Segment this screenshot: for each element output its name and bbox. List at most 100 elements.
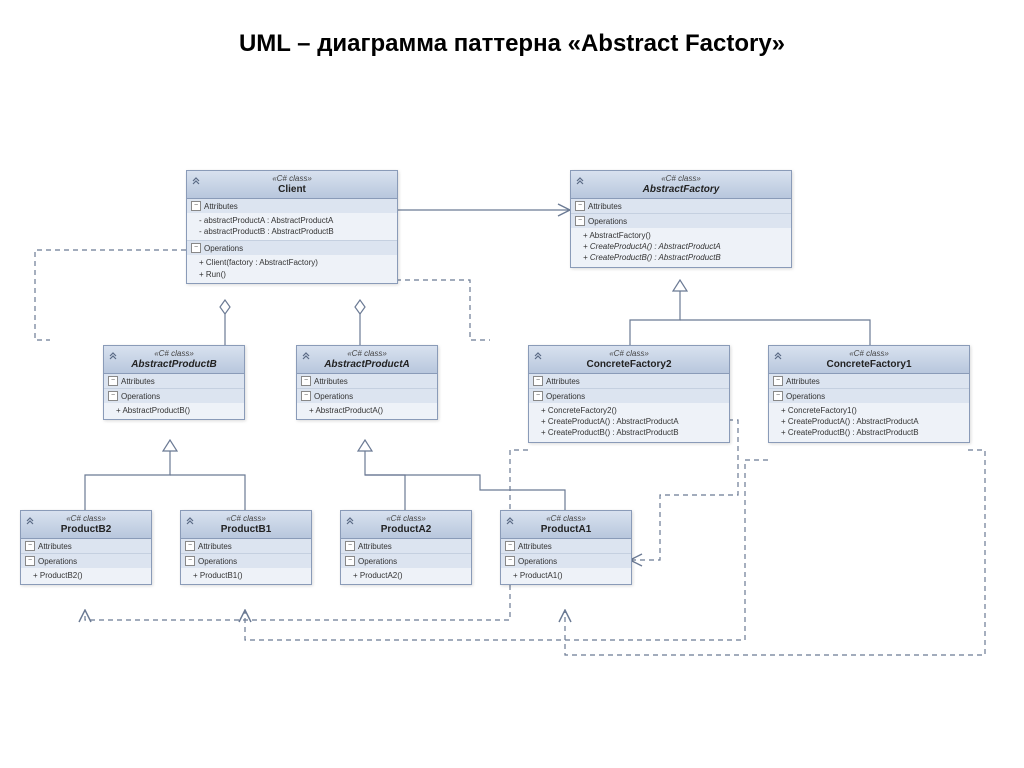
operations-section: −Operations+ ProductA2() [341, 554, 471, 584]
collapse-icon: − [191, 243, 201, 253]
operations-section: −Operations+ AbstractFactory()+ CreatePr… [571, 214, 791, 267]
section-label: Operations [518, 557, 557, 566]
section-label: Attributes [38, 542, 72, 551]
chevron-icon [505, 517, 515, 527]
section-label: Operations [588, 217, 627, 226]
uml-class-cf1: «C# class»ConcreteFactory1−Attributes−Op… [768, 345, 970, 443]
section-label: Operations [786, 392, 825, 401]
section-label: Attributes [518, 542, 552, 551]
operations-body: + ProductB2() [21, 568, 151, 584]
attributes-section: −Attributes [297, 374, 437, 389]
section-label: Attributes [358, 542, 392, 551]
attributes-section: −Attributes - abstractProductA : Abstract… [187, 199, 397, 241]
class-name: AbstractFactory [575, 183, 787, 195]
collapse-icon: − [533, 376, 543, 386]
uml-class-pa2: «C# class»ProductA2−Attributes−Operation… [340, 510, 472, 585]
uml-class-absFactory: «C# class»AbstractFactory−Attributes−Ope… [570, 170, 792, 268]
attributes-section: −Attributes [21, 539, 151, 554]
class-name: Client [191, 183, 393, 195]
operations-section: −Operations+ ProductB1() [181, 554, 311, 584]
stereotype-label: «C# class» [301, 349, 433, 358]
section-label: Operations [358, 557, 397, 566]
attributes-section: −Attributes [571, 199, 791, 214]
collapse-icon: − [301, 376, 311, 386]
stereotype-label: «C# class» [191, 174, 393, 183]
class-header: «C# class»AbstractProductA [297, 346, 437, 374]
operations-section: −Operations+ AbstractProductB() [104, 389, 244, 419]
class-header: «C# class»AbstractFactory [571, 171, 791, 199]
chevron-icon [108, 352, 118, 362]
chevron-icon [25, 517, 35, 527]
collapse-icon: − [185, 541, 195, 551]
operations-body: + AbstractProductB() [104, 403, 244, 419]
collapse-icon: − [505, 541, 515, 551]
operations-section: −Operations + ProductA1() [501, 554, 631, 584]
section-label: Attributes [204, 202, 238, 211]
stereotype-label: «C# class» [345, 514, 467, 523]
collapse-icon: − [505, 556, 515, 566]
collapse-icon: − [108, 376, 118, 386]
operations-body: + ProductA2() [341, 568, 471, 584]
stereotype-label: «C# class» [533, 349, 725, 358]
chevron-icon [345, 517, 355, 527]
stereotype-label: «C# class» [575, 174, 787, 183]
class-header: «C# class»ProductA1 [501, 511, 631, 539]
section-label: Attributes [786, 377, 820, 386]
attributes-section: −Attributes [529, 374, 729, 389]
uml-class-absProdA: «C# class»AbstractProductA−Attributes−Op… [296, 345, 438, 420]
operations-body: + AbstractFactory()+ CreateProductA() : … [571, 228, 791, 267]
class-header: «C# class»ConcreteFactory1 [769, 346, 969, 374]
class-name: ProductB1 [185, 523, 307, 535]
class-name: ProductA1 [505, 523, 627, 535]
uml-class-pb1: «C# class»ProductB1−Attributes−Operation… [180, 510, 312, 585]
class-header: «C# class»ProductB2 [21, 511, 151, 539]
uml-class-absProdB: «C# class»AbstractProductB−Attributes−Op… [103, 345, 245, 420]
collapse-icon: − [191, 201, 201, 211]
class-header: «C# class»ProductB1 [181, 511, 311, 539]
attributes-section: −Attributes [341, 539, 471, 554]
collapse-icon: − [345, 541, 355, 551]
collapse-icon: − [533, 391, 543, 401]
stereotype-label: «C# class» [505, 514, 627, 523]
collapse-icon: − [185, 556, 195, 566]
collapse-icon: − [25, 556, 35, 566]
operations-section: −Operations + Client(factory : AbstractFa… [187, 241, 397, 282]
section-label: Attributes [588, 202, 622, 211]
chevron-icon [773, 352, 783, 362]
section-label: Attributes [121, 377, 155, 386]
operations-body: + ConcreteFactory1()+ CreateProductA() :… [769, 403, 969, 442]
section-label: Attributes [546, 377, 580, 386]
class-name: ConcreteFactory2 [533, 358, 725, 370]
stereotype-label: «C# class» [185, 514, 307, 523]
chevron-icon [533, 352, 543, 362]
section-label: Operations [198, 557, 237, 566]
operations-body: + Client(factory : AbstractFactory)+ Run… [187, 255, 397, 282]
attributes-section: −Attributes [501, 539, 631, 554]
operations-body: + ProductA1() [501, 568, 631, 584]
uml-class-client: «C# class»Client−Attributes- abstractPro… [186, 170, 398, 284]
attributes-body: - abstractProductA : AbstractProductA- a… [187, 213, 397, 240]
page-title: UML – диаграмма паттерна «Abstract Facto… [0, 30, 1024, 58]
uml-class-cf2: «C# class»ConcreteFactory2−Attributes−Op… [528, 345, 730, 443]
section-label: Operations [38, 557, 77, 566]
uml-class-pb2: «C# class»ProductB2−Attributes−Operation… [20, 510, 152, 585]
section-label: Operations [204, 244, 243, 253]
collapse-icon: − [25, 541, 35, 551]
class-header: «C# class»Client [187, 171, 397, 199]
attributes-section: −Attributes [181, 539, 311, 554]
class-name: ProductA2 [345, 523, 467, 535]
section-label: Operations [121, 392, 160, 401]
class-header: «C# class»ConcreteFactory2 [529, 346, 729, 374]
operations-section: −Operations + ConcreteFactory2()+ CreateP… [529, 389, 729, 442]
stereotype-label: «C# class» [773, 349, 965, 358]
section-label: Operations [546, 392, 585, 401]
operations-body: + ConcreteFactory2()+ CreateProductA() :… [529, 403, 729, 442]
section-label: Attributes [314, 377, 348, 386]
class-header: «C# class»ProductA2 [341, 511, 471, 539]
operations-section: −Operations+ ConcreteFactory1()+ CreateP… [769, 389, 969, 442]
uml-class-pa1: «C# class»ProductA1−Attributes−Operation… [500, 510, 632, 585]
class-header: «C# class»AbstractProductB [104, 346, 244, 374]
chevron-icon [575, 177, 585, 187]
operations-body: + AbstractProductA() [297, 403, 437, 419]
chevron-icon [301, 352, 311, 362]
